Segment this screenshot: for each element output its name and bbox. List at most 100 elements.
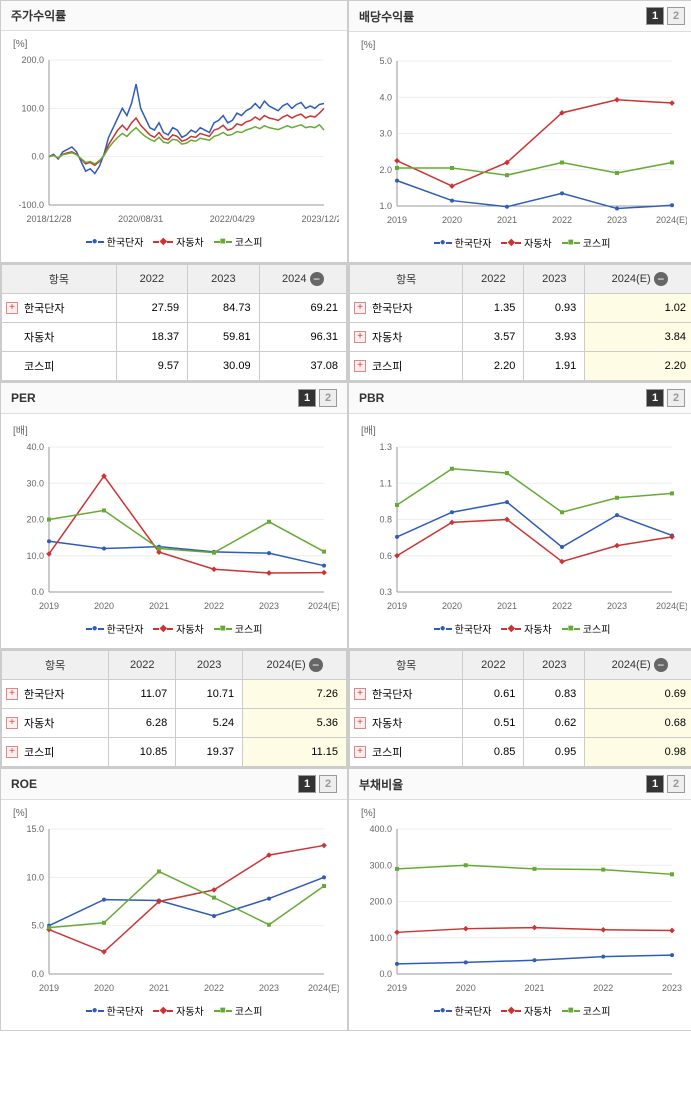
cell-value: 6.28	[109, 709, 176, 738]
plus-icon[interactable]: +	[6, 688, 18, 700]
chart-panel-pbr: PBR12[배]0.30.60.81.11.320192020202120222…	[348, 382, 691, 649]
legend-label: 자동차	[524, 621, 552, 636]
tab-1[interactable]: 1	[646, 775, 664, 793]
col-year: 2022	[463, 265, 524, 294]
legend-item: ●한국단자	[86, 621, 144, 636]
panel-header: ROE 12	[1, 769, 347, 800]
cell-value: 3.93	[524, 323, 585, 352]
svg-text:2.0: 2.0	[379, 165, 392, 175]
svg-text:2018/12/28: 2018/12/28	[26, 214, 71, 224]
chart-unit: [배]	[9, 422, 339, 437]
plus-icon[interactable]: +	[6, 302, 18, 314]
svg-text:0.3: 0.3	[379, 587, 392, 597]
tab-2[interactable]: 2	[667, 775, 685, 793]
table-panel-t_div: 항목202220232024(E)−+한국단자1.350.931.02+자동차3…	[348, 263, 691, 382]
svg-text:10.0: 10.0	[26, 551, 44, 561]
svg-text:2024(E): 2024(E)	[308, 983, 339, 993]
tab-2[interactable]: 2	[667, 7, 685, 25]
legend-item: ◆자동차	[153, 1003, 203, 1018]
data-table: 항목202220232024−+한국단자27.5984.7369.21자동차18…	[1, 264, 347, 381]
tab-1[interactable]: 1	[646, 389, 664, 407]
cell-value: 11.07	[109, 680, 176, 709]
panel-title: 부채비율	[359, 776, 403, 793]
svg-text:400.0: 400.0	[369, 824, 392, 834]
svg-text:2020: 2020	[442, 601, 462, 611]
minus-icon[interactable]: −	[309, 658, 323, 672]
plus-icon[interactable]: +	[354, 688, 366, 700]
minus-icon[interactable]: −	[654, 272, 668, 286]
legend-item: ◆자동차	[501, 1003, 551, 1018]
svg-text:0.0: 0.0	[31, 969, 44, 979]
chart-legend: ●한국단자◆자동차■코스피	[9, 617, 339, 640]
plus-icon[interactable]: +	[354, 717, 366, 729]
chart-svg: 0.0100.0200.0300.0400.020192020202120222…	[357, 819, 687, 999]
chart-area: [%]0.0100.0200.0300.0400.020192020202120…	[349, 800, 691, 1030]
svg-text:2024(E): 2024(E)	[656, 215, 687, 225]
chart-svg: 0.30.60.81.11.3201920202021202220232024(…	[357, 437, 687, 617]
table-row: +코스피10.8519.3711.15	[2, 738, 347, 767]
legend-item: ●한국단자	[86, 234, 144, 249]
cell-value: 0.98	[585, 738, 691, 767]
tab-1[interactable]: 1	[298, 389, 316, 407]
legend-label: 한국단자	[455, 235, 492, 250]
chart-area: [%]-100.00.0100.0200.02018/12/282020/08/…	[1, 31, 347, 261]
tab-2[interactable]: 2	[319, 389, 337, 407]
tab-2[interactable]: 2	[667, 389, 685, 407]
cell-value: 2.20	[585, 352, 691, 381]
plus-icon[interactable]: +	[354, 360, 366, 372]
col-year: 2024(E)−	[585, 651, 691, 680]
table-panel-t_pbr: 항목202220232024(E)−+한국단자0.610.830.69+자동차0…	[348, 649, 691, 768]
cell-value: 5.36	[243, 709, 347, 738]
panel-title: PER	[11, 391, 36, 405]
minus-icon[interactable]: −	[310, 272, 324, 286]
cell-value: 1.91	[524, 352, 585, 381]
svg-text:-100.0: -100.0	[18, 200, 44, 210]
svg-text:2021: 2021	[497, 215, 517, 225]
panel-title: ROE	[11, 777, 37, 791]
tab-1[interactable]: 1	[298, 775, 316, 793]
svg-text:1.3: 1.3	[379, 442, 392, 452]
chart-unit: [배]	[357, 422, 687, 437]
tab-2[interactable]: 2	[319, 775, 337, 793]
plus-icon[interactable]: +	[354, 746, 366, 758]
legend-marker: ◆	[153, 623, 173, 634]
tab-1[interactable]: 1	[646, 7, 664, 25]
table-row: +자동차6.285.245.36	[2, 709, 347, 738]
col-year: 2023	[188, 265, 259, 294]
legend-item: ◆자동차	[153, 234, 203, 249]
data-table: 항목202220232024(E)−+한국단자0.610.830.69+자동차0…	[349, 650, 691, 767]
cell-value: 69.21	[259, 294, 346, 323]
legend-marker: ■	[562, 1005, 580, 1016]
cell-value: 5.24	[176, 709, 243, 738]
plus-icon[interactable]: +	[354, 331, 366, 343]
legend-item: ■코스피	[562, 1003, 611, 1018]
legend-marker: ●	[434, 1005, 452, 1016]
col-year: 2024−	[259, 265, 346, 294]
data-table: 항목202220232024(E)−+한국단자11.0710.717.26+자동…	[1, 650, 347, 767]
plus-icon[interactable]: +	[6, 746, 18, 758]
svg-text:2023: 2023	[259, 983, 279, 993]
table-row: 자동차18.3759.8196.31	[2, 323, 347, 352]
panel-tabs: 12	[646, 775, 685, 793]
minus-icon[interactable]: −	[654, 658, 668, 672]
row-label: +코스피	[2, 738, 109, 767]
legend-item: ●한국단자	[434, 1003, 492, 1018]
chart-panel-roe: ROE12[%]0.05.010.015.0201920202021202220…	[0, 768, 348, 1031]
table-row: +한국단자11.0710.717.26	[2, 680, 347, 709]
cell-value: 27.59	[116, 294, 187, 323]
svg-text:2020: 2020	[94, 601, 114, 611]
legend-label: 코스피	[583, 1003, 611, 1018]
row-label: +한국단자	[350, 294, 463, 323]
cell-value: 59.81	[188, 323, 259, 352]
plus-icon[interactable]: +	[6, 717, 18, 729]
chart-svg: 1.02.03.04.05.0201920202021202220232024(…	[357, 51, 687, 231]
cell-value: 0.83	[524, 680, 585, 709]
legend-marker: ◆	[501, 623, 521, 634]
legend-marker: ◆	[153, 236, 173, 247]
chart-panel-per: PER12[배]0.010.020.030.040.02019202020212…	[0, 382, 348, 649]
legend-label: 한국단자	[455, 1003, 492, 1018]
chart-svg: -100.00.0100.0200.02018/12/282020/08/312…	[9, 50, 339, 230]
panel-tabs: 12	[646, 389, 685, 407]
plus-icon[interactable]: +	[354, 302, 366, 314]
cell-value: 84.73	[188, 294, 259, 323]
